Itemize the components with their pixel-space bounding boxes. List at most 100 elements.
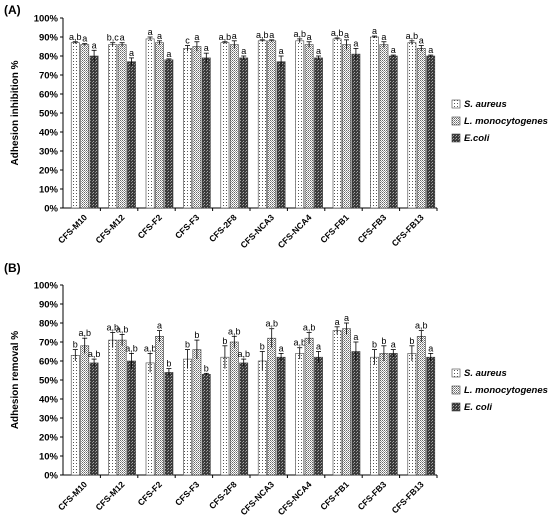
bar-dense bbox=[379, 44, 389, 209]
bar-dark bbox=[351, 351, 361, 476]
category-label: CFS-F2 bbox=[136, 479, 164, 507]
y-axis-title: Adhesion removal % bbox=[10, 331, 21, 429]
category-label: CFS-M12 bbox=[93, 479, 126, 512]
bar-dots bbox=[332, 38, 342, 209]
bar-dark bbox=[201, 57, 211, 209]
significance-label: b bbox=[409, 336, 414, 346]
significance-label: a bbox=[428, 343, 433, 353]
significance-label: a bbox=[129, 48, 134, 58]
category-label: CFS-NCA4 bbox=[276, 212, 314, 250]
bar-dense bbox=[416, 335, 426, 476]
significance-label: a bbox=[316, 342, 321, 352]
legend-label: S. aureus bbox=[464, 99, 507, 110]
significance-label: a bbox=[148, 27, 153, 37]
legend-swatch bbox=[451, 99, 461, 109]
significance-label: b bbox=[194, 330, 199, 340]
bar-dense bbox=[155, 335, 164, 476]
significance-label: a bbox=[204, 43, 209, 53]
bar-dense bbox=[229, 44, 239, 209]
bar-dense bbox=[117, 339, 127, 476]
significance-label: a bbox=[307, 32, 312, 42]
significance-label: a bbox=[92, 40, 97, 50]
significance-label: b bbox=[204, 363, 209, 373]
category-label: CFS-2F8 bbox=[207, 479, 239, 511]
bar-dense bbox=[304, 44, 314, 209]
y-tick-label: 10% bbox=[39, 184, 59, 195]
legend-swatch bbox=[451, 133, 461, 143]
y-tick-label: 20% bbox=[39, 432, 59, 443]
significance-label: a bbox=[419, 36, 424, 46]
legend-swatch bbox=[451, 385, 461, 395]
significance-label: b,c bbox=[107, 33, 120, 43]
y-tick-label: 50% bbox=[39, 108, 59, 119]
y-tick-label: 80% bbox=[39, 51, 59, 62]
significance-label: b bbox=[185, 340, 190, 350]
bar-dark bbox=[276, 61, 286, 209]
significance-label: a,b bbox=[69, 32, 82, 42]
significance-label: a,b bbox=[265, 319, 278, 329]
category-label: CFS-M10 bbox=[56, 479, 89, 512]
bar-dark bbox=[89, 362, 99, 476]
significance-label: a,b bbox=[106, 323, 119, 333]
legend-label: L. monocytogenes bbox=[464, 116, 548, 127]
y-tick-label: 40% bbox=[39, 127, 59, 138]
bar-dots bbox=[108, 339, 118, 476]
significance-label: a bbox=[353, 332, 358, 342]
category-label: CFS-FB1 bbox=[318, 479, 351, 512]
panel-b-adhesion-removal: (B) 0% 10% 20% 30% 40% 50% 60% 70% 80% 90% 100% Adhe… bbox=[4, 261, 548, 517]
bar-dense bbox=[416, 48, 426, 209]
significance-label: a,b bbox=[116, 324, 129, 334]
bar-dots bbox=[332, 330, 342, 476]
y-tick-label: 70% bbox=[39, 70, 59, 81]
significance-label: b bbox=[73, 340, 78, 350]
bar-dark bbox=[426, 55, 436, 209]
bar-dots bbox=[145, 362, 155, 476]
bar-dots bbox=[295, 353, 305, 476]
bar-dense bbox=[80, 44, 90, 209]
panel-a-adhesion-inhibition: (A) 0% 10% 20% 30% 40% 50% 60% 70% 80% 90% 100% Adhe… bbox=[4, 3, 548, 250]
significance-label: a bbox=[391, 340, 396, 350]
bar-dark bbox=[164, 372, 174, 476]
category-label: CFS-F2 bbox=[136, 212, 164, 240]
significance-label: a bbox=[232, 31, 237, 41]
bar-dots bbox=[370, 356, 379, 476]
significance-label: b bbox=[222, 336, 227, 346]
bar-dense bbox=[80, 345, 90, 476]
bar-dense bbox=[342, 328, 351, 476]
bar-dense bbox=[379, 353, 389, 476]
bar-dark bbox=[388, 353, 398, 476]
significance-label: a,b bbox=[406, 31, 419, 41]
category-label: CFS-F3 bbox=[173, 212, 201, 240]
category-label: CFS-2F8 bbox=[207, 212, 239, 244]
bar-dots bbox=[407, 42, 417, 209]
significance-label: a,b bbox=[415, 321, 428, 331]
bar-dark bbox=[388, 55, 398, 209]
bar-dark bbox=[164, 59, 174, 209]
bar-dots bbox=[257, 40, 267, 209]
y-tick-label: 80% bbox=[39, 318, 59, 329]
bar-dark bbox=[314, 356, 323, 476]
significance-label: a bbox=[279, 46, 284, 56]
significance-label: a bbox=[157, 321, 162, 331]
significance-label: a,b bbox=[303, 323, 316, 333]
legend-swatch bbox=[451, 116, 461, 126]
y-tick-label: 10% bbox=[39, 451, 59, 462]
bar-dense bbox=[342, 44, 351, 209]
y-tick-label: 90% bbox=[39, 299, 59, 310]
y-tick-label: 0% bbox=[44, 470, 58, 481]
significance-label: a bbox=[428, 45, 433, 55]
significance-label: b bbox=[381, 336, 386, 346]
y-tick-label: 20% bbox=[39, 165, 59, 176]
category-label: CFS-NCA3 bbox=[238, 212, 276, 250]
panel-label: (A) bbox=[4, 3, 21, 17]
bar-dots bbox=[183, 48, 192, 209]
significance-label: a,b bbox=[237, 349, 250, 359]
category-label: CFS-M10 bbox=[56, 212, 89, 245]
category-label: CFS-FB1 bbox=[318, 212, 351, 245]
y-tick-label: 0% bbox=[44, 203, 58, 214]
bar-dense bbox=[229, 341, 239, 476]
bar-dark bbox=[276, 356, 286, 476]
category-label: CFS-M12 bbox=[93, 212, 126, 245]
y-tick-label: 30% bbox=[39, 146, 59, 157]
y-tick-label: 60% bbox=[39, 356, 59, 367]
